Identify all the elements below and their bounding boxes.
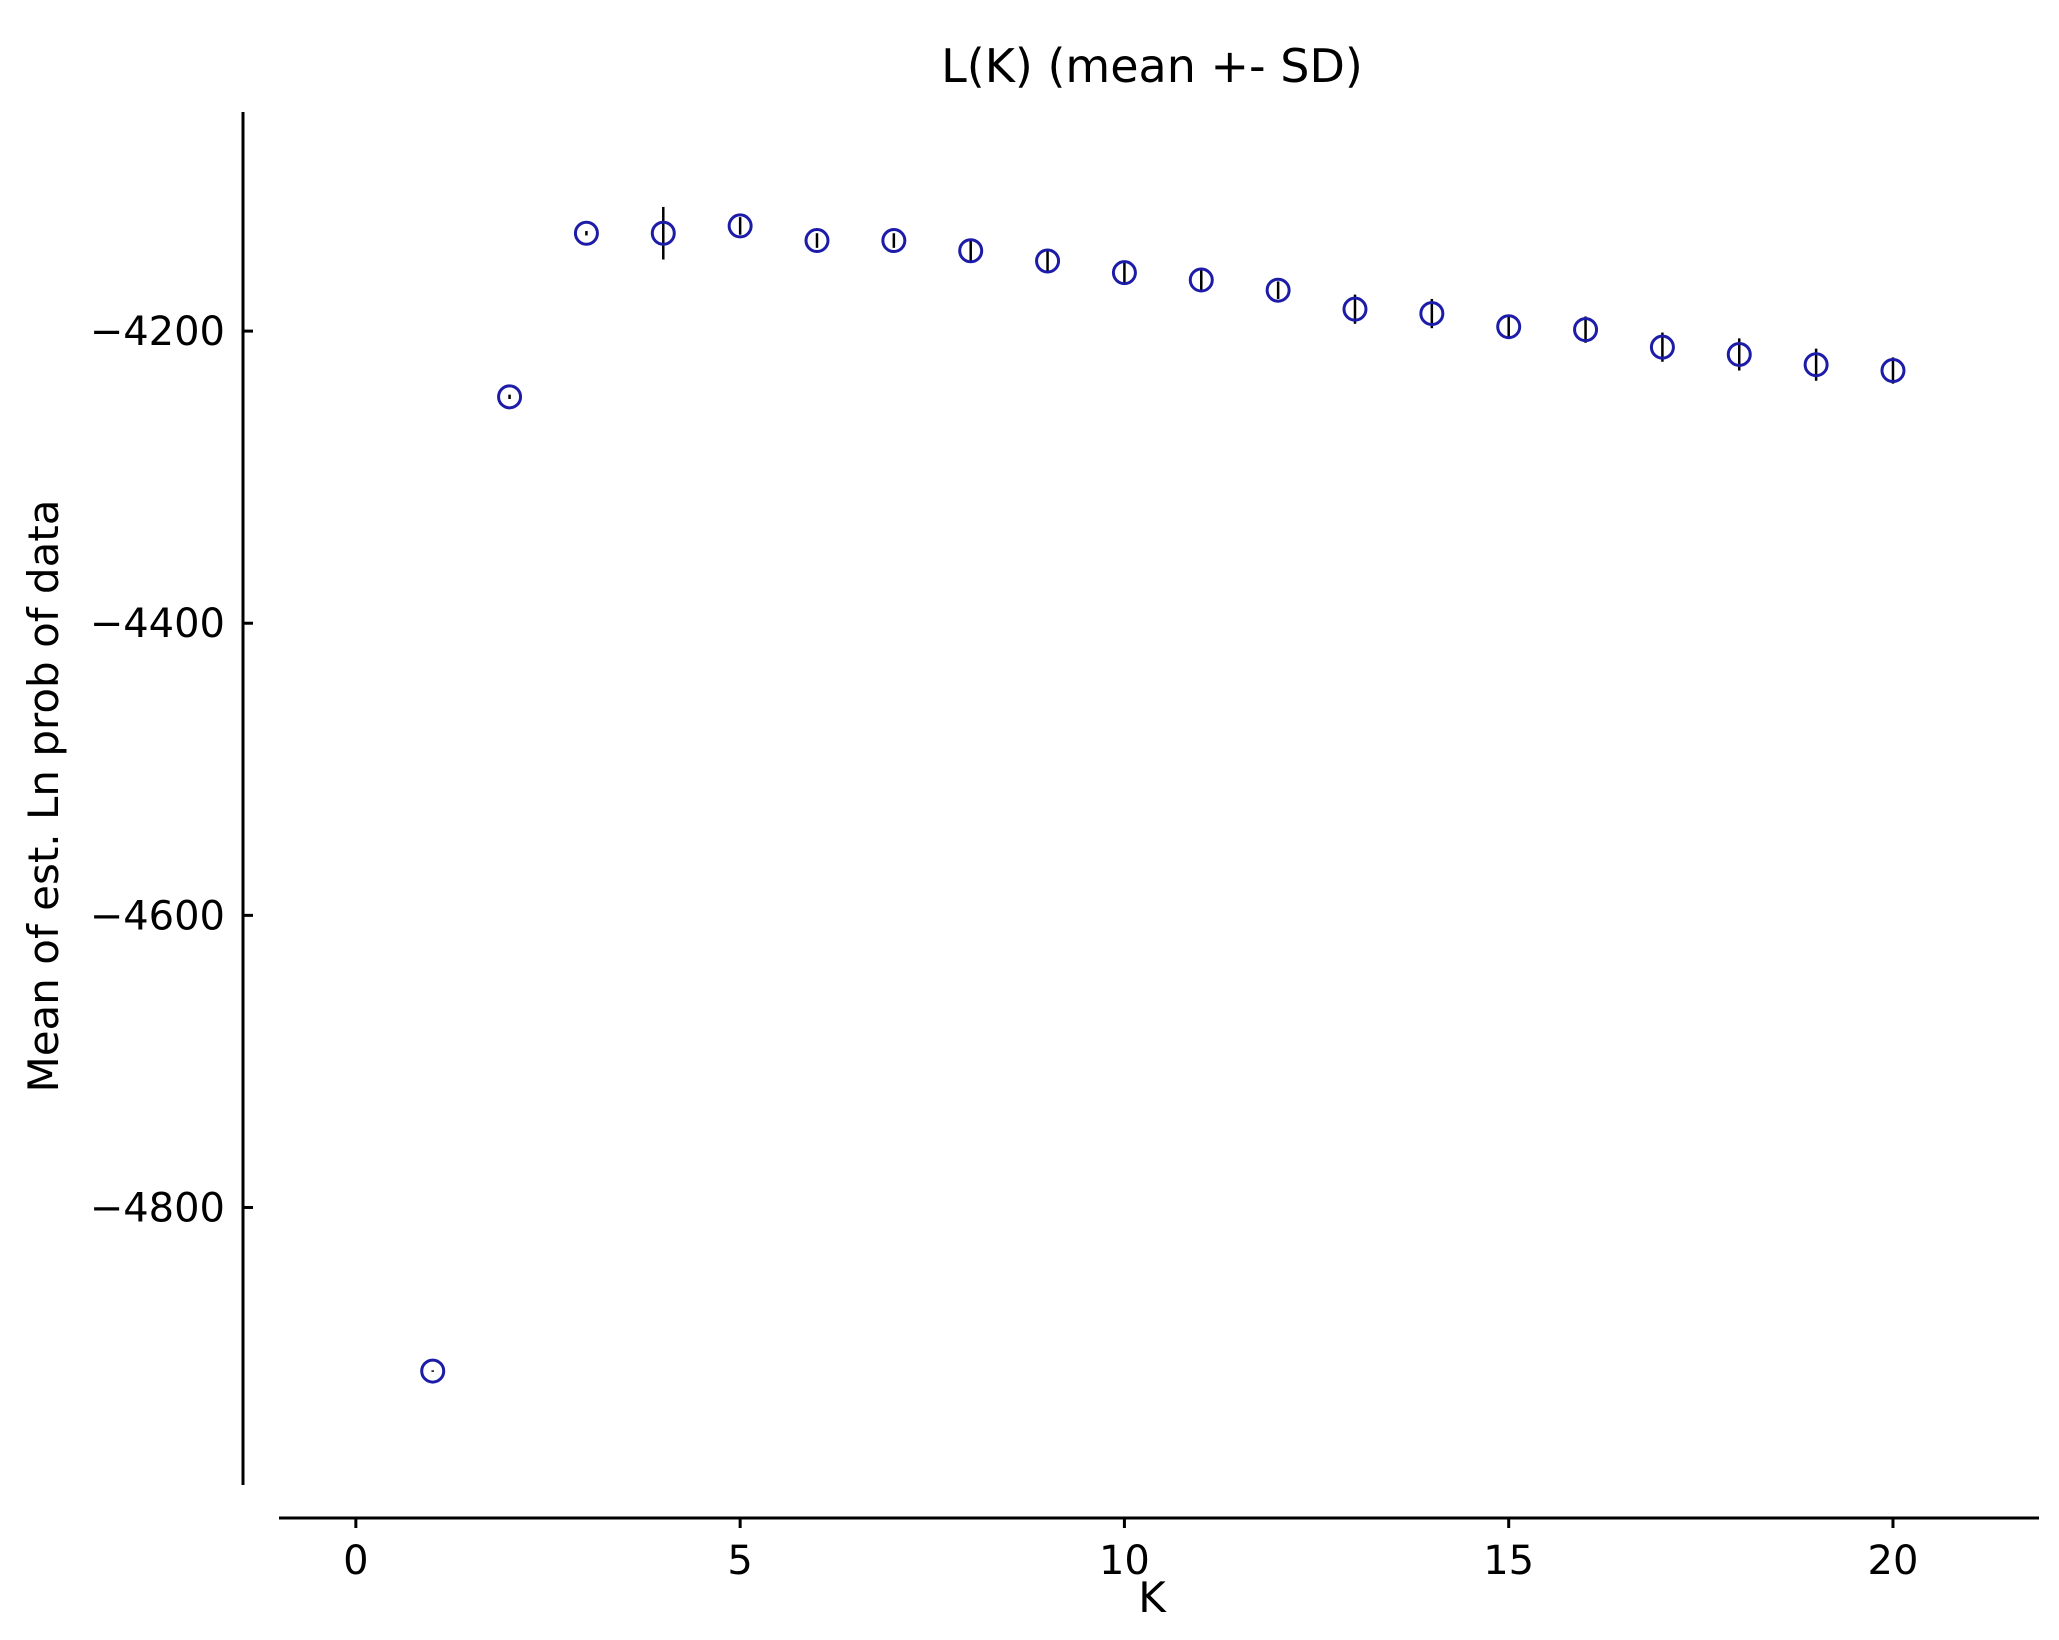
x-ticks: 0 5 10 15 20 (343, 1518, 1918, 1584)
data-marks (420, 206, 1906, 1384)
data-point (1496, 314, 1522, 340)
data-point (727, 213, 753, 239)
y-tick-label: −4800 (90, 1185, 225, 1231)
x-axis-label: K (1138, 1573, 1167, 1622)
data-point (1419, 301, 1445, 327)
y-tick-label: −4600 (90, 893, 225, 939)
data-point (1035, 248, 1061, 274)
data-point (1342, 296, 1368, 322)
data-point (1573, 317, 1599, 343)
x-tick-label: 20 (1868, 1538, 1919, 1584)
data-point (958, 238, 984, 264)
data-point (1649, 334, 1675, 360)
chart-title: L(K) (mean +- SD) (941, 39, 1363, 93)
data-point (804, 228, 830, 254)
data-point (497, 384, 523, 410)
data-point (1188, 267, 1214, 293)
y-ticks: −4200 −4400 −4600 −4800 (90, 309, 253, 1231)
data-point (1726, 341, 1752, 367)
data-point (420, 1358, 446, 1384)
x-tick-label: 5 (727, 1538, 752, 1584)
data-point (881, 228, 907, 254)
y-axis-label: Mean of est. Ln prob of data (19, 499, 68, 1092)
x-tick-label: 10 (1099, 1538, 1150, 1584)
x-tick-label: 0 (343, 1538, 368, 1584)
x-tick-label: 15 (1483, 1538, 1534, 1584)
data-point (573, 220, 599, 246)
data-point (1880, 358, 1906, 384)
data-point (1111, 260, 1137, 286)
data-point (1265, 277, 1291, 303)
y-tick-label: −4200 (90, 309, 225, 355)
y-tick-label: −4400 (90, 601, 225, 647)
data-point (1803, 352, 1829, 378)
data-point (650, 220, 676, 246)
